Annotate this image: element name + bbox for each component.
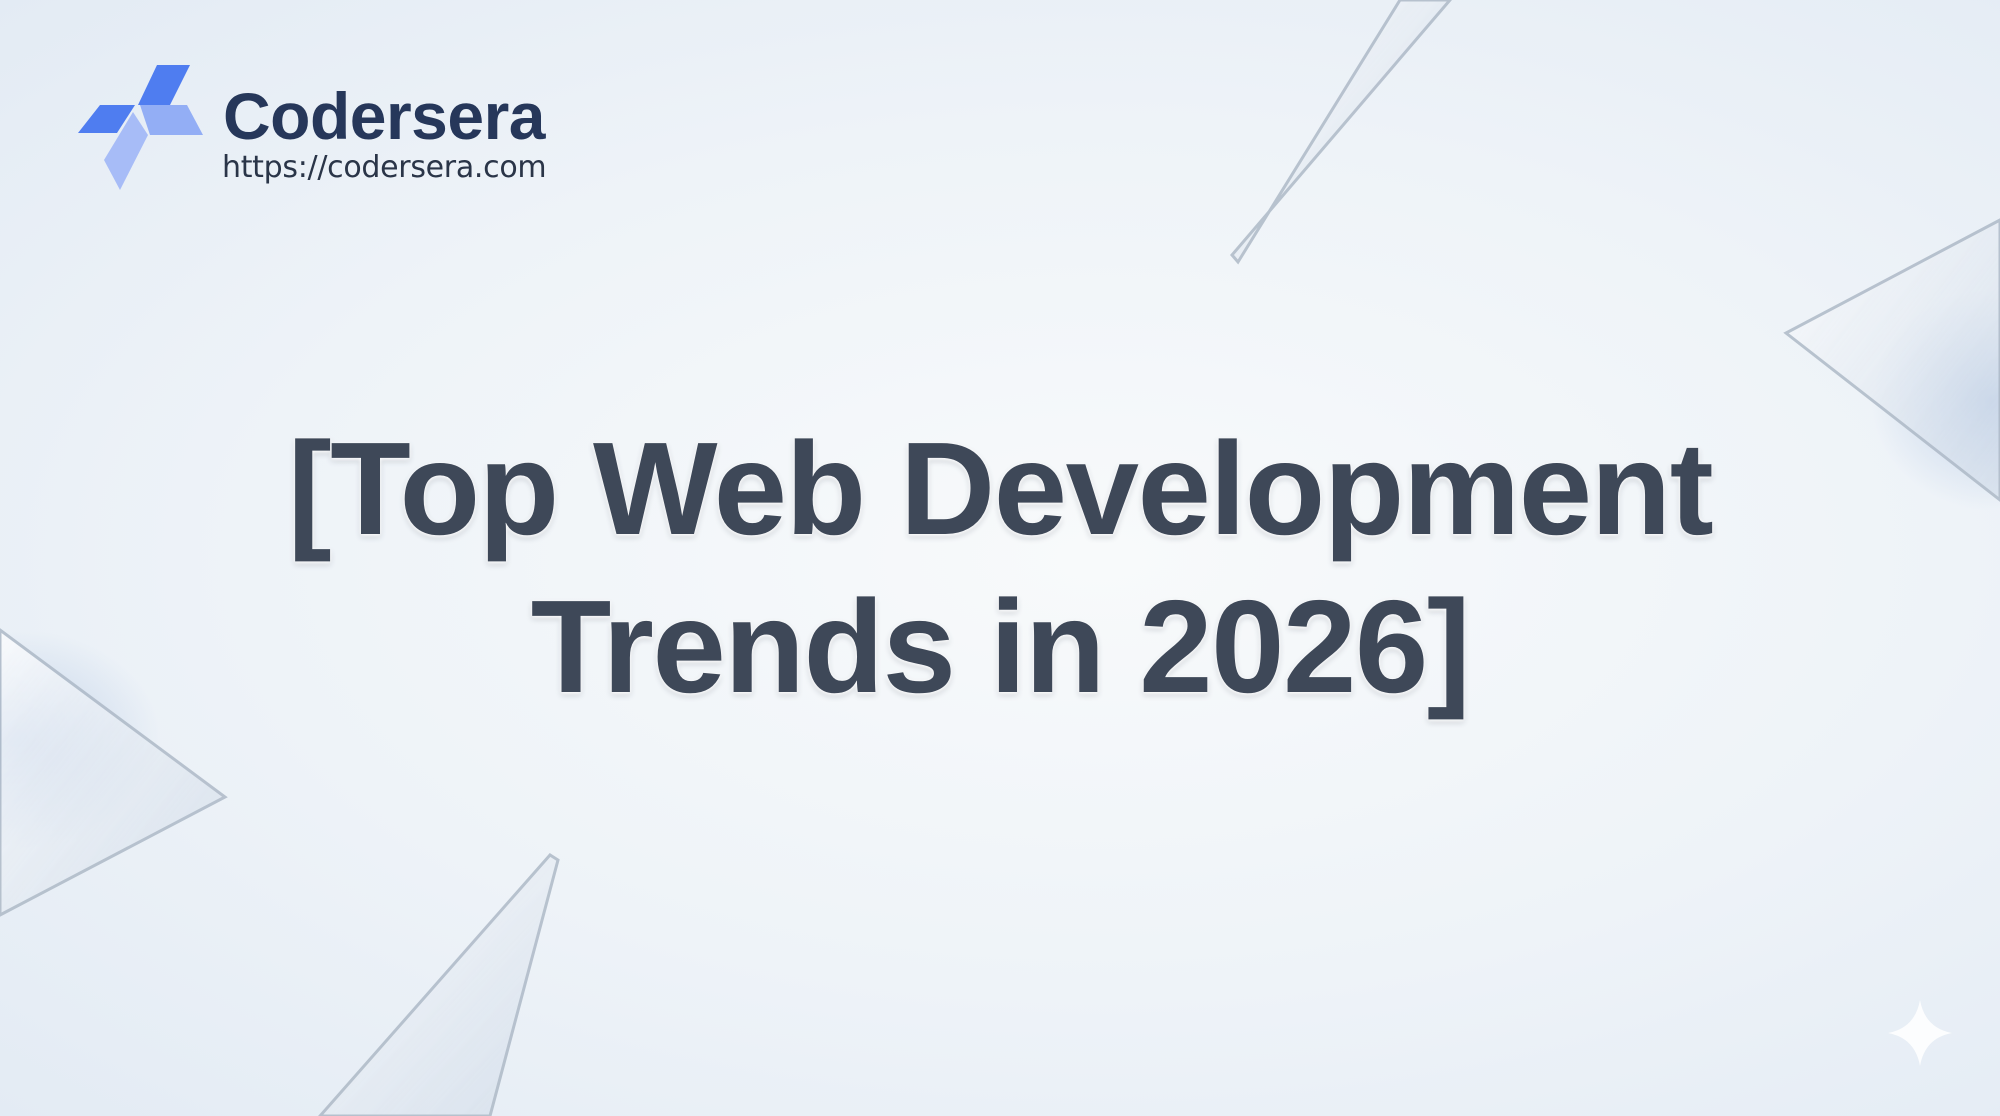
glass-shard-bottom	[318, 853, 560, 1116]
title-line-2: Trends in 2026]	[530, 573, 1471, 720]
glass-shard-top	[1230, 0, 1452, 265]
brand-name: Codersera	[223, 79, 546, 153]
title-line-1: [Top Web Development	[287, 415, 1714, 562]
logo-icon	[78, 65, 203, 190]
glass-shard-left	[0, 628, 228, 917]
brand-url[interactable]: https://codersera.com	[222, 150, 547, 185]
sparkle-icon	[1888, 1000, 1952, 1066]
glass-shard-right	[1783, 218, 2000, 502]
page-title: [Top Web Development Trends in 2026]	[0, 410, 2000, 726]
